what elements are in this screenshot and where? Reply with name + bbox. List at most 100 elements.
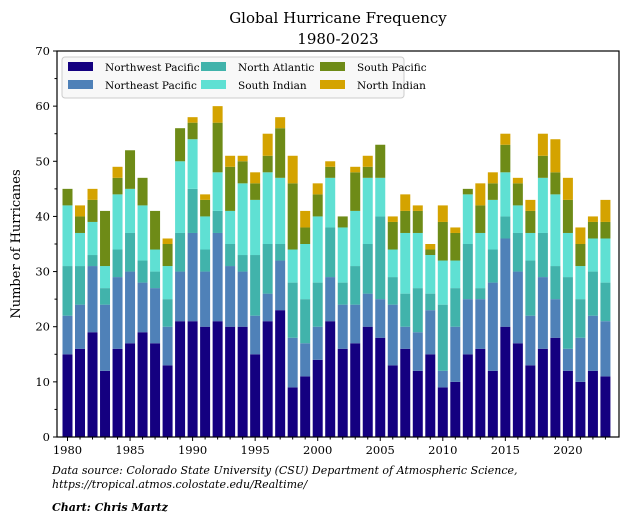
bar-segment-north-atlantic-1987 <box>150 271 161 289</box>
bar-segment-northwest-pacific-2014 <box>487 370 498 437</box>
bar-segment-south-pacific-2020 <box>562 199 573 233</box>
bar-segment-northeast-pacific-2013 <box>475 299 486 349</box>
legend-item-north-indian: North Indian <box>320 80 426 92</box>
x-tick-label: 2000 <box>303 443 332 457</box>
bar-segment-north-atlantic-2000 <box>312 282 323 327</box>
bar-segment-north-indian-2007 <box>400 194 411 211</box>
y-tick-label: 40 <box>35 209 50 223</box>
bar-segment-northeast-pacific-2022 <box>587 315 598 371</box>
bar-segment-north-indian-2011 <box>450 227 461 233</box>
bar-segment-north-atlantic-2021 <box>575 299 586 338</box>
legend-label: North Atlantic <box>238 62 314 74</box>
bar-segment-north-atlantic-2005 <box>375 216 386 300</box>
bar-segment-south-pacific-1989 <box>175 128 186 162</box>
legend-swatch <box>320 80 345 89</box>
bar-segment-north-atlantic-2013 <box>475 288 486 300</box>
legend-item-northeast-pacific: Northeast Pacific <box>68 80 197 92</box>
bar-segment-northeast-pacific-2004 <box>362 293 373 327</box>
bar-segment-south-indian-2014 <box>487 199 498 250</box>
chart-credit: Chart: Chris Martz <box>52 501 168 514</box>
bar-segment-north-indian-2016 <box>512 177 523 184</box>
bar-segment-northeast-pacific-2021 <box>575 337 586 382</box>
bar-segment-north-indian-1993 <box>225 155 236 167</box>
bar-segment-south-indian-1993 <box>225 210 236 244</box>
legend-label: North Indian <box>357 80 426 92</box>
bar-segment-south-indian-2023 <box>600 238 611 283</box>
bar-segment-south-indian-1986 <box>137 205 148 261</box>
bar-segment-south-indian-1984 <box>112 194 123 250</box>
bar-segment-northeast-pacific-1995 <box>250 315 261 355</box>
bar-segment-south-pacific-2009 <box>425 249 436 256</box>
bar-segment-north-atlantic-2001 <box>325 227 336 278</box>
legend-label: Northwest Pacific <box>105 62 200 74</box>
bar-segment-northeast-pacific-2019 <box>550 299 561 338</box>
legend-item-south-pacific: South Pacific <box>320 62 427 74</box>
bar-segment-north-indian-2000 <box>312 183 323 195</box>
bar-segment-northeast-pacific-1987 <box>150 288 161 344</box>
chart-title: Global Hurricane Frequency <box>229 9 447 27</box>
bar-segment-northwest-pacific-2002 <box>337 348 348 437</box>
bar-segment-north-indian-2015 <box>500 133 511 145</box>
bar-segment-north-atlantic-2018 <box>537 232 548 278</box>
bar-segment-south-pacific-1987 <box>150 210 161 250</box>
bar-segment-northwest-pacific-1987 <box>150 343 161 437</box>
y-tick-label: 20 <box>35 320 50 334</box>
bar-segment-south-indian-2022 <box>587 238 598 272</box>
bar-segment-north-indian-2014 <box>487 172 498 184</box>
bar-segment-northwest-pacific-1997 <box>275 310 286 437</box>
bar-segment-northeast-pacific-1980 <box>62 315 73 355</box>
bar-segment-northeast-pacific-2005 <box>375 299 386 338</box>
bar-segment-northwest-pacific-1992 <box>212 321 223 437</box>
bar-segment-north-atlantic-2016 <box>512 232 523 272</box>
bar-segment-south-pacific-1984 <box>112 177 123 195</box>
x-tick-label: 1980 <box>53 443 82 457</box>
bar-segment-south-indian-2008 <box>412 232 423 289</box>
bar-segment-northeast-pacific-1986 <box>137 282 148 333</box>
bar-segment-northeast-pacific-1997 <box>275 260 286 311</box>
bar-segment-south-indian-2012 <box>462 194 473 244</box>
bar-segment-north-atlantic-2007 <box>400 293 411 327</box>
bar-segment-north-indian-1984 <box>112 166 123 178</box>
chart-subtitle: 1980-2023 <box>297 30 378 48</box>
bar-segment-northeast-pacific-2015 <box>500 238 511 327</box>
bar-segment-south-indian-1990 <box>187 139 198 189</box>
bar-segment-north-atlantic-1993 <box>225 244 236 267</box>
bar-segment-north-atlantic-2009 <box>425 293 436 311</box>
legend-label: Northeast Pacific <box>105 80 197 92</box>
bar-segment-north-indian-1991 <box>200 194 211 200</box>
bar-segment-northwest-pacific-1991 <box>200 326 211 437</box>
bar-segment-south-indian-1998 <box>287 249 298 283</box>
bar-segment-northeast-pacific-1993 <box>225 266 236 327</box>
x-tick-label: 2020 <box>553 443 582 457</box>
bar-segment-northwest-pacific-1999 <box>300 376 311 437</box>
y-tick-label: 0 <box>43 430 50 444</box>
legend-swatch <box>68 80 93 89</box>
bar-segment-northwest-pacific-2019 <box>550 337 561 437</box>
bar-segment-south-pacific-2021 <box>575 244 586 267</box>
legend-swatch <box>201 62 226 71</box>
bar-segment-northeast-pacific-2003 <box>350 304 361 344</box>
bar-segment-north-atlantic-1995 <box>250 255 261 316</box>
bar-segment-north-atlantic-2004 <box>362 244 373 294</box>
bar-segment-south-pacific-2012 <box>462 188 473 195</box>
bar-segment-northwest-pacific-1994 <box>237 326 248 437</box>
bar-segment-south-pacific-1993 <box>225 166 236 211</box>
legend-label: South Indian <box>238 80 307 92</box>
bar-segment-south-pacific-1980 <box>62 188 73 206</box>
bar-segment-south-indian-2006 <box>387 249 398 278</box>
bar-segment-south-pacific-2018 <box>537 155 548 178</box>
bar-segment-south-indian-2011 <box>450 260 461 289</box>
bar-segment-south-indian-2003 <box>350 210 361 267</box>
bar-segment-northeast-pacific-1984 <box>112 277 123 349</box>
data-source-line-1: Data source: Colorado State University (… <box>52 464 518 477</box>
x-tick-label: 2010 <box>428 443 457 457</box>
bar-segment-northwest-pacific-2013 <box>475 348 486 437</box>
bar-segment-northeast-pacific-2010 <box>437 370 448 388</box>
bar-segment-northwest-pacific-2007 <box>400 348 411 437</box>
bar-segment-south-indian-1982 <box>87 221 98 256</box>
bar-segment-south-pacific-1988 <box>162 244 173 267</box>
bar-segment-northwest-pacific-2011 <box>450 381 461 437</box>
bar-segment-south-indian-1985 <box>125 188 136 233</box>
legend: Northwest Pacific Northeast Pacific North … <box>61 56 427 99</box>
bar-segment-south-pacific-1983 <box>100 210 111 267</box>
